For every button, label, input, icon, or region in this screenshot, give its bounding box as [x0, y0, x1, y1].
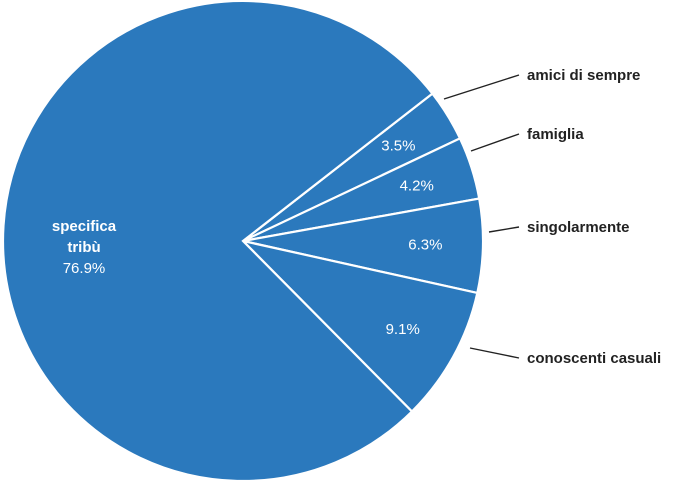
leader-lines	[443, 74, 520, 359]
slice-name-label: tribù	[67, 239, 100, 256]
pie-slices	[1, 0, 485, 480]
slice-name-label: conoscenti casuali	[527, 350, 661, 367]
slice-value-label: 9.1%	[386, 321, 420, 338]
slice-value-label: 4.2%	[400, 177, 434, 194]
leader-line	[470, 133, 520, 152]
slice-name-label: singolarmente	[527, 219, 630, 236]
slice-value-label: 6.3%	[408, 237, 442, 254]
slice-value-label: 76.9%	[63, 260, 106, 277]
pie-slice-specifica-tribù	[1, 0, 434, 480]
slice-name-label: famiglia	[527, 126, 584, 143]
slice-value-label: 3.5%	[381, 137, 415, 154]
leader-line	[443, 74, 520, 100]
pie-slice-conoscenti-casuali	[239, 239, 479, 414]
slice-labels: 3.5% amici di sempre 4.2% famiglia 6.3% singo…	[52, 67, 661, 367]
leader-line	[488, 226, 520, 233]
slice-name-label: specifica	[52, 218, 117, 235]
leader-line	[469, 347, 520, 359]
slice-name-label: amici di sempre	[527, 67, 640, 84]
